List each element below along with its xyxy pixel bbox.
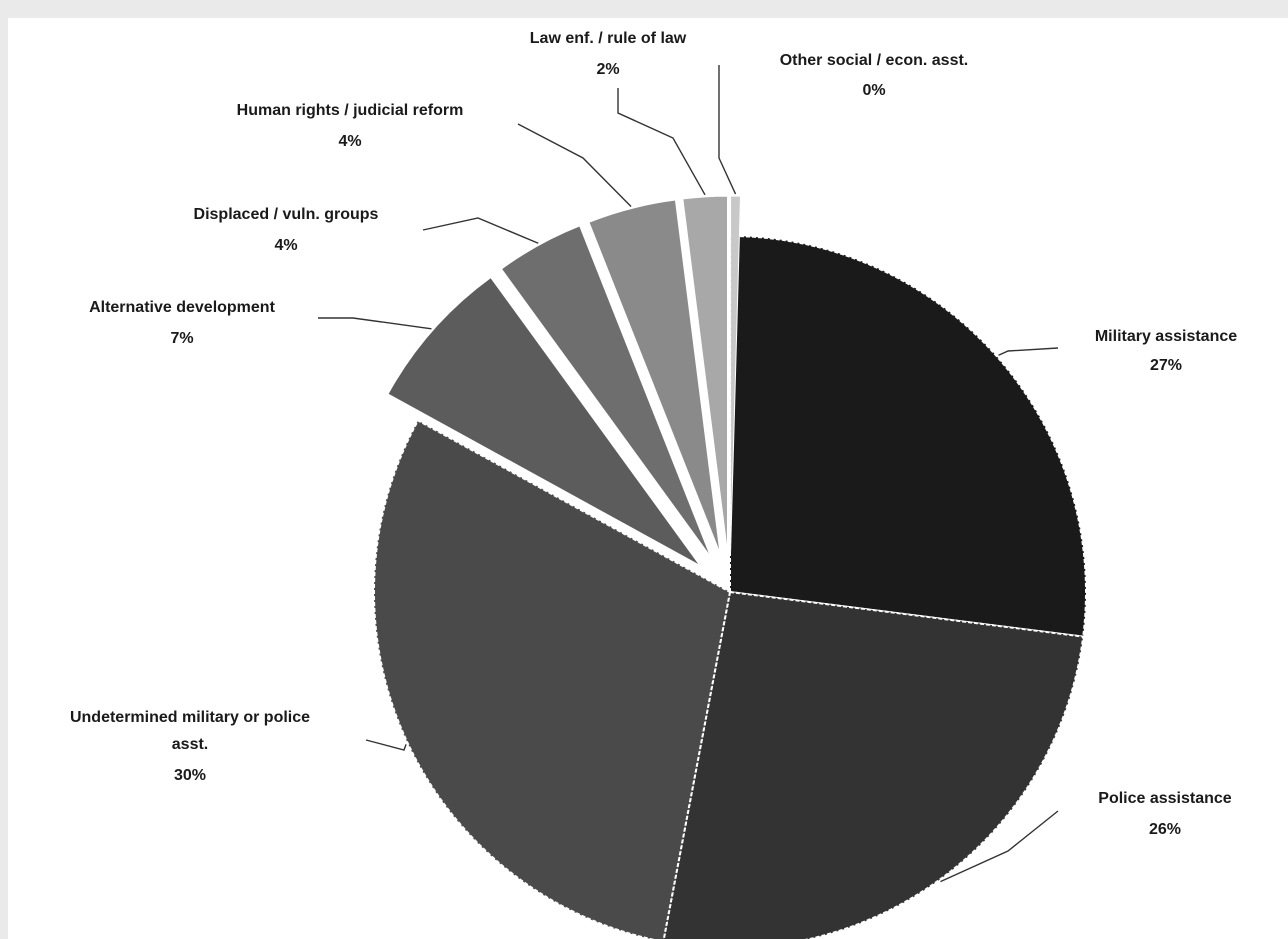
label-other: Other social / econ. asst. 0%: [780, 52, 969, 99]
leader-line-4: [318, 317, 432, 330]
pie-slice-other-social-econ-asst: [730, 195, 742, 553]
pie-slice-displaced-vuln-groups: [500, 225, 712, 558]
slice-label-undetermined-line2: asst.: [172, 736, 208, 753]
pie-slice-military-assistance: [729, 234, 1087, 638]
slice-label-human-rights: Human rights / judicial reform: [237, 102, 464, 119]
label-human-rights: Human rights / judicial reform 4%: [237, 102, 464, 150]
slice-label-other: Other social / econ. asst.: [780, 52, 969, 69]
pie-slice-human-rights-judicial-reform: [588, 199, 721, 554]
leader-line-5: [422, 217, 539, 244]
slice-label-military: Military assistance: [1095, 328, 1237, 345]
slice-label-police: Police assistance: [1098, 790, 1232, 807]
slice-percent-undetermined: 30%: [174, 767, 206, 784]
pie-slice-undetermined-military-or-police-asst: [373, 419, 732, 939]
leader-lines: [318, 65, 1059, 883]
slice-label-displaced: Displaced / vuln. groups: [194, 206, 379, 223]
chart-canvas: Military assistance 27% Police assistanc…: [8, 18, 1288, 939]
slice-label-law-enf: Law enf. / rule of law: [530, 30, 687, 47]
slice-percent-human-rights: 4%: [338, 133, 361, 150]
label-law-enf: Law enf. / rule of law 2%: [530, 30, 687, 78]
label-alternative: Alternative development 7%: [89, 299, 276, 347]
leader-line-6: [517, 123, 632, 207]
slice-percent-other: 0%: [862, 82, 885, 99]
leader-line-7: [617, 88, 706, 196]
slice-percent-displaced: 4%: [274, 237, 297, 254]
pie-slice-police-assistance: [662, 590, 1085, 939]
slice-percent-military: 27%: [1150, 357, 1182, 374]
label-undetermined: Undetermined military or police asst. 30…: [70, 709, 310, 784]
slice-percent-law-enf: 2%: [596, 61, 619, 78]
pie-slice-law-enf-rule-of-law: [682, 195, 728, 553]
slice-label-undetermined: Undetermined military or police: [70, 709, 310, 726]
label-military: Military assistance 27%: [1095, 328, 1237, 374]
label-displaced: Displaced / vuln. groups 4%: [194, 206, 379, 254]
leader-line-1: [998, 347, 1059, 356]
slice-percent-police: 26%: [1149, 821, 1181, 838]
leader-line-8: [718, 65, 737, 195]
slice-label-alternative: Alternative development: [89, 299, 276, 316]
slice-percent-alternative: 7%: [170, 330, 193, 347]
label-police: Police assistance 26%: [1098, 790, 1232, 838]
pie-slices: [373, 195, 1087, 939]
leader-line-3: [365, 739, 407, 751]
pie-chart: Military assistance 27% Police assistanc…: [70, 30, 1237, 939]
leader-line-2: [940, 810, 1059, 883]
pie-slice-alternative-development: [387, 276, 701, 566]
